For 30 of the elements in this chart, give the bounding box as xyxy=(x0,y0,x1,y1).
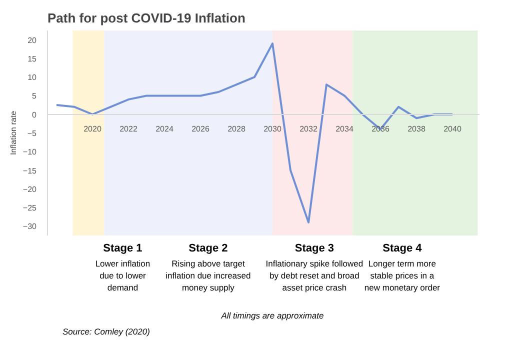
x-tick-label: 2040 xyxy=(444,124,462,134)
x-tick-label: 2026 xyxy=(192,124,210,134)
x-tick-label: 2028 xyxy=(228,124,246,134)
band-label: Stage 4 Longer term more stable prices in a new monetary order xyxy=(364,242,440,292)
x-tick-label: 2024 xyxy=(156,124,174,134)
y-tick-label: 0 xyxy=(32,110,38,120)
text: All timings are approximate xyxy=(220,310,324,320)
y-tick-label: −25 xyxy=(22,204,38,213)
band-label: Stage 3 Inflationary spike followed by debt reset and broad asset price crash xyxy=(266,242,364,292)
x-tick-label: 2032 xyxy=(300,124,318,134)
x-tick-label: 2038 xyxy=(408,124,426,134)
x-tick-label: 2034 xyxy=(336,124,354,134)
y-tick-label: −10 xyxy=(22,148,38,157)
y-tick-label: 20 xyxy=(28,36,38,45)
y-tick-label: 5 xyxy=(32,92,38,101)
x-tick-label: 2020 xyxy=(84,124,102,134)
x-tick-label: 2030 xyxy=(264,124,282,134)
source-note: Source: Comley (2020) xyxy=(62,326,150,336)
y-tick-label: −20 xyxy=(22,184,38,194)
chart-title: Path for post COVID-19 Inflation xyxy=(48,10,246,26)
band-label: Stage 1 Lower inflation due to lower demand xyxy=(95,242,150,292)
x-tick-label: 2036 xyxy=(372,124,390,134)
band-label: Stage 2 Rising above target inflation due increased money supply xyxy=(166,242,251,292)
y-tick-label: 15 xyxy=(28,54,38,64)
y-tick-label: −5 xyxy=(27,129,38,138)
y-tick-label: −15 xyxy=(22,166,38,176)
x-tick-label: 2022 xyxy=(120,124,138,134)
y-axis-title: Inflation rate xyxy=(8,110,18,156)
y-tick-label: 10 xyxy=(28,73,38,82)
y-tick-label: −30 xyxy=(22,222,38,232)
